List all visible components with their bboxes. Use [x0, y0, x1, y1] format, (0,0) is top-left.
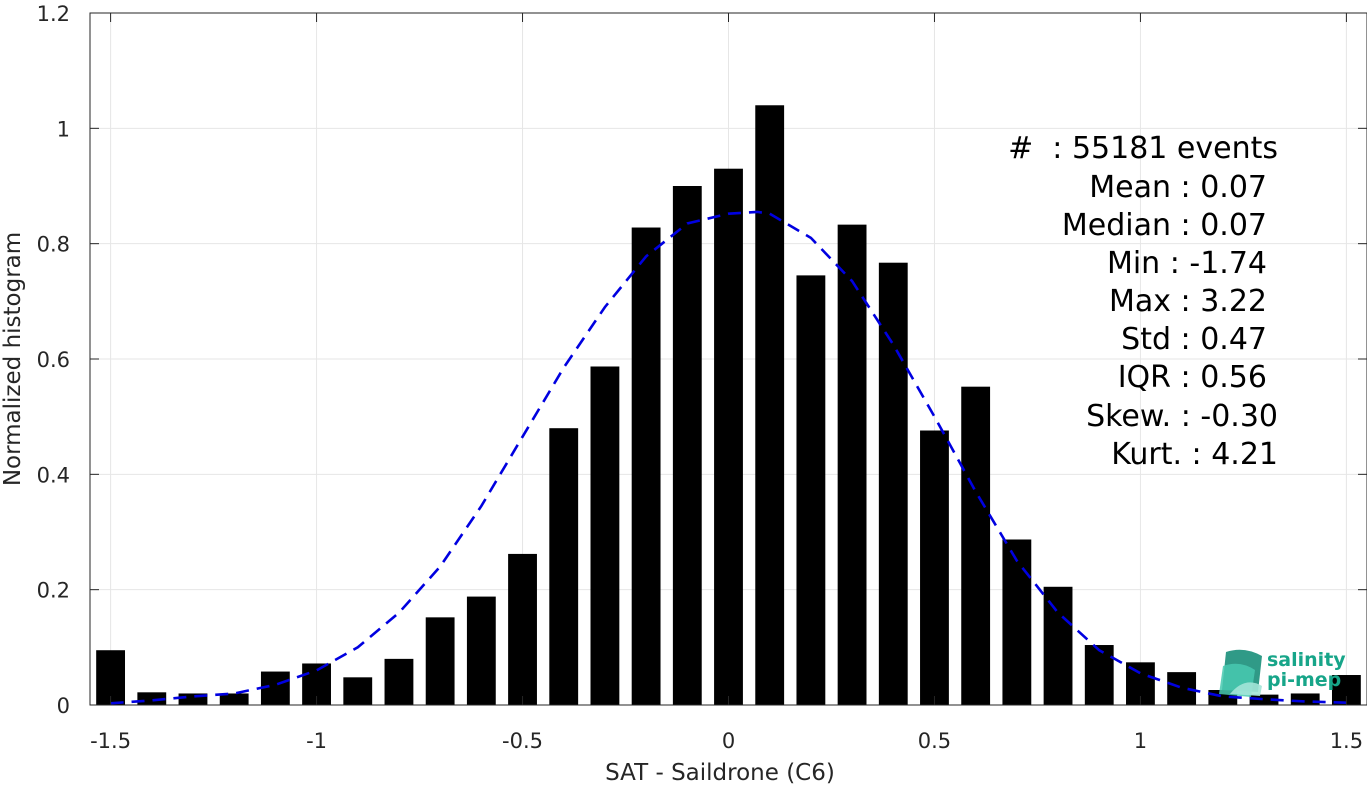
histogram-bar: [508, 553, 537, 705]
x-tick-label: 1.5: [1330, 729, 1363, 753]
logo-text-pi-mep: pi-mep: [1267, 669, 1341, 691]
stat-iqr: IQR : 0.56: [1118, 360, 1267, 395]
stat-median: Median : 0.07: [1062, 208, 1267, 243]
histogram-bar: [631, 227, 661, 705]
histogram-bar: [1290, 693, 1320, 705]
y-tick-label: 1: [57, 117, 70, 141]
stat-events: # : 55181 events: [1008, 131, 1278, 166]
histogram-bar: [672, 186, 702, 705]
y-tick-label: 0.6: [37, 348, 70, 372]
stat-kurt: Kurt. : 4.21: [1111, 437, 1278, 472]
histogram-bar: [755, 105, 785, 706]
histogram-bar: [961, 386, 991, 705]
x-tick-label: 1: [1134, 729, 1147, 753]
statistics-box: # : 55181 events Mean : 0.07 Median : 0.…: [1008, 131, 1278, 472]
stat-min: Min : -1.74: [1107, 246, 1267, 281]
histogram-bar: [1002, 539, 1032, 705]
axis-ticks: [90, 12, 1367, 706]
histogram-bar: [878, 262, 908, 705]
x-axis-label: SAT - Saildrone (C6): [605, 760, 835, 785]
histogram-bars: [96, 105, 1361, 706]
histogram-bar: [714, 168, 743, 705]
x-tick-label: -0.5: [502, 729, 543, 753]
histogram-bar: [384, 658, 414, 705]
histogram-bar: [219, 693, 249, 705]
y-tick-label: 0.4: [37, 463, 70, 487]
x-tick-label: 0.5: [918, 729, 951, 753]
stat-mean: Mean : 0.07: [1089, 170, 1267, 205]
x-tick-label: -1.5: [90, 729, 131, 753]
histogram-bar: [920, 430, 949, 705]
stat-skew: Skew. : -0.30: [1086, 399, 1278, 434]
y-tick-label: 0: [57, 694, 70, 718]
histogram-bar: [137, 692, 167, 705]
tick-labels: -1.5 -1 -0.5 0 0.5 1 1.5 0 0.2 0.4 0.6 0.8 1 1.2: [37, 2, 1364, 753]
histogram-bar: [425, 617, 455, 705]
x-tick-label: 0: [722, 729, 735, 753]
y-tick-label: 0.8: [37, 233, 70, 257]
histogram-bar: [1249, 694, 1279, 705]
histogram-bar: [590, 366, 620, 705]
histogram-bar: [260, 671, 290, 705]
stat-max: Max : 3.22: [1109, 284, 1267, 319]
histogram-bar: [1084, 645, 1114, 705]
y-tick-label: 0.2: [37, 579, 70, 603]
x-tick-label: -1: [306, 729, 327, 753]
histogram-bar: [343, 677, 373, 705]
wave-logo-icon: [1219, 649, 1262, 697]
histogram-bar: [796, 275, 826, 705]
stat-std: Std : 0.47: [1121, 322, 1267, 357]
histogram-bar: [466, 596, 496, 705]
y-axis-label: Normalized histogram: [0, 232, 26, 486]
histogram-bar: [178, 693, 208, 705]
histogram-bar: [96, 650, 126, 705]
normal-fit-curve: [110, 210, 1347, 705]
y-tick-label: 1.2: [37, 2, 70, 26]
histogram-bar: [549, 428, 579, 705]
histogram-bar: [1043, 586, 1073, 705]
histogram-bar: [837, 224, 867, 706]
logo-text-salinity: salinity: [1267, 649, 1346, 671]
salinity-pi-mep-logo: salinity pi-mep: [1219, 649, 1346, 697]
